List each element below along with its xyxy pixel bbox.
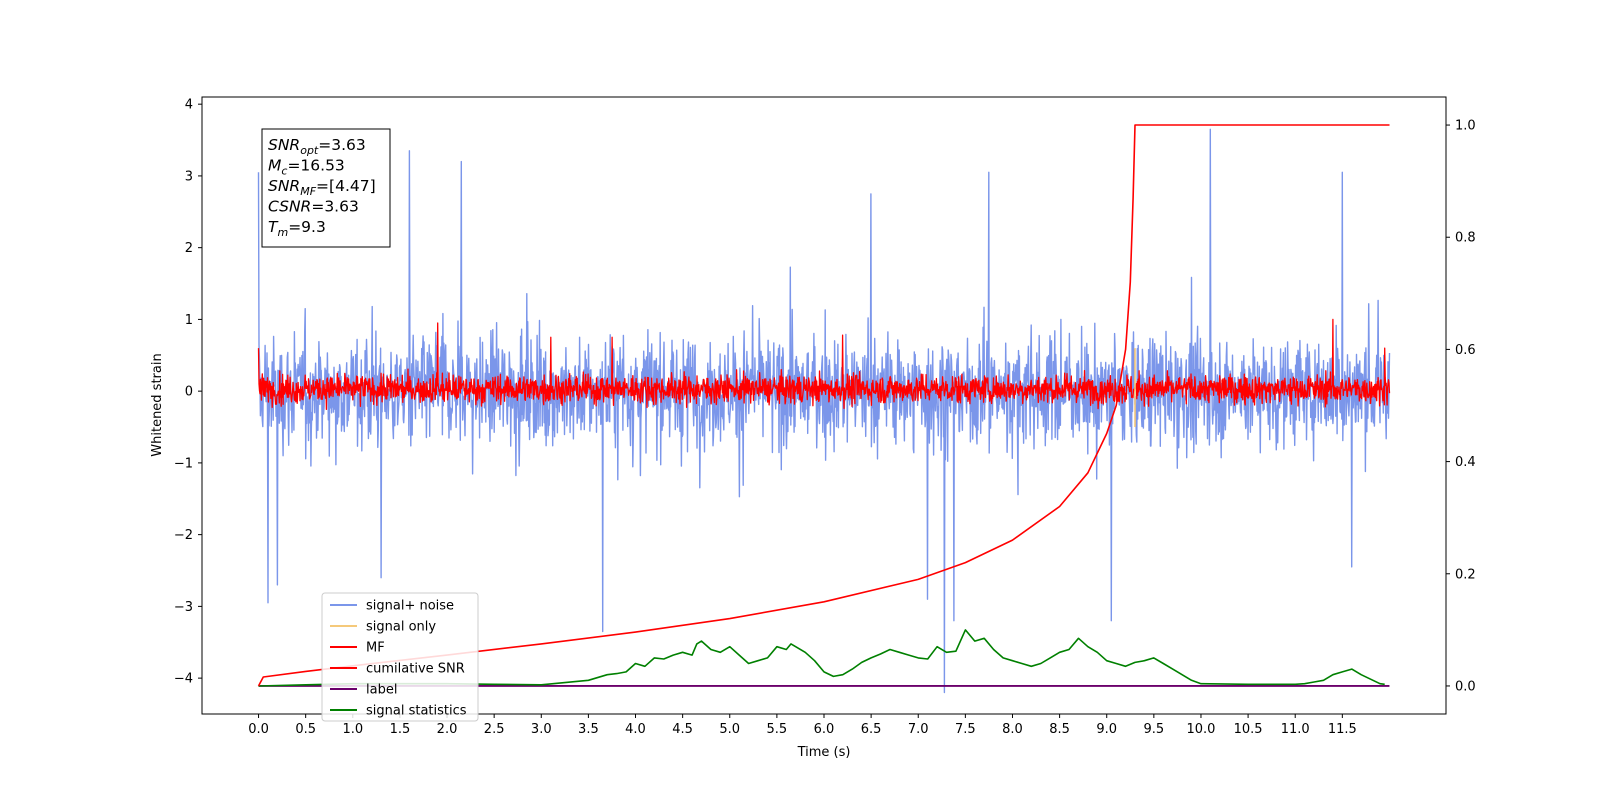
y-axis-right: 1.0 0.8 0.6 0.4 0.2 0.0 (1446, 119, 1476, 694)
x-tick-label: 10.5 (1234, 722, 1263, 737)
x-tick-label: 7.0 (908, 722, 929, 737)
annotation-line: SNRMF=[4.47] (268, 177, 376, 198)
y-tick-label: −1 (174, 456, 193, 471)
x-axis-label: Time (s) (797, 745, 851, 760)
legend-label: label (366, 683, 397, 698)
y2-tick-label: 0.4 (1455, 455, 1476, 470)
x-tick-label: 10.0 (1186, 722, 1215, 737)
stats-annotation-box: SNRopt=3.63Mc=16.53SNRMF=[4.47]CSNR=3.63… (261, 128, 391, 248)
annotation-value: =9.3 (288, 218, 326, 236)
legend-label: cumilative SNR (366, 662, 465, 677)
x-tick-label: 11.0 (1281, 722, 1310, 737)
series-mf-line (257, 318, 1391, 411)
annotation-line: SNRopt=3.63 (268, 136, 366, 157)
annotation-value: =3.63 (318, 136, 366, 154)
x-tick-label: 4.5 (672, 722, 693, 737)
x-tick-label: 5.5 (767, 722, 788, 737)
x-tick-label: 0.5 (295, 722, 316, 737)
annotation-symbol: SNR (268, 136, 300, 154)
x-tick-label: 11.5 (1328, 722, 1357, 737)
annotation-symbol: SNR (268, 177, 300, 195)
annotation-subscript: opt (300, 144, 319, 157)
annotation-value: =3.63 (311, 198, 359, 216)
annotation-subscript: MF (300, 185, 316, 198)
x-tick-label: 3.5 (578, 722, 599, 737)
annotation-line: Mc=16.53 (268, 157, 345, 178)
y-tick-label: 3 (185, 169, 193, 184)
y2-tick-label: 1.0 (1455, 119, 1476, 134)
legend-frame (321, 592, 479, 722)
legend-label: signal+ noise (366, 599, 454, 614)
y-tick-label: 1 (185, 313, 193, 328)
annotation-value: =[4.47] (316, 177, 376, 195)
annotation-symbol: T (268, 218, 279, 236)
annotation-symbol: CSNR (268, 198, 311, 216)
y-tick-label: −2 (174, 528, 193, 543)
x-tick-label: 6.5 (861, 722, 882, 737)
x-tick-label: 4.0 (625, 722, 646, 737)
x-axis: 0.0 0.5 1.0 1.5 2.0 2.5 3.0 3.5 4.0 4.5 5.0 5.5 6.0 6… (248, 714, 1357, 737)
annotation-symbol: M (268, 157, 281, 175)
y-tick-label: 0 (185, 385, 193, 400)
y2-tick-label: 0.8 (1455, 231, 1476, 246)
x-tick-label: 3.0 (531, 722, 552, 737)
x-tick-label: 9.0 (1096, 722, 1117, 737)
y-tick-label: −3 (174, 600, 193, 615)
y-axis-label: Whitened strain (150, 353, 165, 456)
x-tick-label: 2.0 (437, 722, 458, 737)
x-tick-label: 8.0 (1002, 722, 1023, 737)
x-tick-label: 6.0 (814, 722, 835, 737)
y-axis-left: 4 3 2 1 0 −1 −2 −3 −4 (174, 98, 202, 687)
x-tick-label: 0.0 (248, 722, 269, 737)
legend-label: signal only (366, 620, 436, 635)
x-tick-label: 7.5 (955, 722, 976, 737)
y-tick-label: 4 (185, 98, 193, 113)
x-tick-label: 1.5 (390, 722, 411, 737)
x-tick-label: 9.5 (1144, 722, 1165, 737)
x-tick-label: 1.0 (342, 722, 363, 737)
y-tick-label: 2 (185, 241, 193, 256)
y2-tick-label: 0.2 (1455, 567, 1476, 582)
y2-tick-label: 0.6 (1455, 343, 1476, 358)
x-tick-label: 5.0 (719, 722, 740, 737)
legend-label: signal statistics (366, 704, 467, 719)
annotation-line: CSNR=3.63 (268, 198, 359, 216)
annotation-frame (261, 128, 391, 248)
annotation-line: Tm=9.3 (268, 218, 326, 239)
legend-label: MF (366, 641, 385, 656)
x-tick-label: 2.5 (484, 722, 505, 737)
legend: signal+ noise signal only MF cumilative SNR… (321, 592, 479, 722)
y2-tick-label: 0.0 (1455, 679, 1476, 694)
y-tick-label: −4 (174, 672, 193, 687)
series-signal-statistics-line (258, 629, 1385, 687)
annotation-subscript: c (281, 165, 287, 178)
annotation-value: =16.53 (287, 157, 344, 175)
x-tick-label: 8.5 (1049, 722, 1070, 737)
annotation-subscript: m (277, 226, 288, 239)
